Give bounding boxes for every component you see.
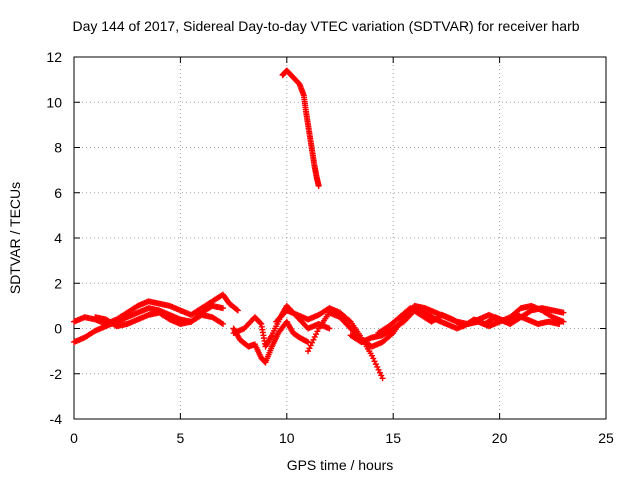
y-tick-label: 12 bbox=[46, 49, 62, 65]
series-group bbox=[279, 67, 322, 189]
series-group bbox=[71, 291, 241, 327]
data-point bbox=[315, 182, 322, 189]
data-point bbox=[219, 320, 226, 327]
data-point bbox=[311, 333, 318, 340]
data-point bbox=[306, 345, 313, 352]
data-point bbox=[376, 369, 383, 376]
data-points bbox=[71, 67, 567, 382]
y-axis-label: SDTVAR / TECUs bbox=[7, 182, 23, 294]
data-point bbox=[234, 307, 241, 314]
data-point bbox=[310, 336, 317, 343]
x-tick-label: 5 bbox=[177, 430, 185, 446]
y-tick-label: 2 bbox=[54, 275, 62, 291]
data-point bbox=[326, 325, 333, 332]
axes bbox=[73, 56, 607, 420]
y-tick-label: 0 bbox=[54, 321, 62, 337]
data-point bbox=[309, 339, 316, 346]
y-tick-label: 10 bbox=[46, 94, 62, 110]
x-tick-label: 25 bbox=[598, 430, 614, 446]
y-tick-label: 4 bbox=[54, 230, 62, 246]
data-point bbox=[371, 358, 378, 365]
data-point bbox=[378, 372, 385, 379]
data-point bbox=[556, 320, 563, 327]
x-tick-label: 0 bbox=[70, 430, 78, 446]
data-point bbox=[379, 375, 386, 382]
data-point bbox=[560, 318, 567, 325]
data-point bbox=[374, 363, 381, 370]
tick-labels: 0 5 10 15 20 25 -4 -2 0 2 4 6 8 10 12 bbox=[46, 49, 614, 446]
data-point bbox=[219, 305, 226, 312]
y-tick-label: -4 bbox=[50, 411, 63, 427]
chart-title: Day 144 of 2017, Sidereal Day-to-day VTE… bbox=[72, 18, 579, 34]
data-point bbox=[375, 366, 382, 373]
y-tick-label: 8 bbox=[54, 140, 62, 156]
data-point bbox=[305, 348, 312, 355]
grid-lines bbox=[74, 57, 606, 419]
y-tick-label: -2 bbox=[50, 366, 63, 382]
data-point bbox=[372, 361, 379, 368]
data-point bbox=[233, 306, 240, 313]
data-point bbox=[313, 331, 320, 338]
x-tick-label: 20 bbox=[492, 430, 508, 446]
x-axis-label: GPS time / hours bbox=[287, 457, 394, 473]
series-group bbox=[305, 302, 567, 355]
data-point bbox=[257, 320, 264, 327]
series-group bbox=[71, 302, 226, 346]
x-tick-label: 10 bbox=[279, 430, 295, 446]
x-tick-label: 15 bbox=[385, 430, 401, 446]
y-tick-label: 6 bbox=[54, 185, 62, 201]
series-group bbox=[92, 309, 226, 330]
series-group bbox=[375, 305, 563, 337]
data-point bbox=[560, 309, 567, 316]
